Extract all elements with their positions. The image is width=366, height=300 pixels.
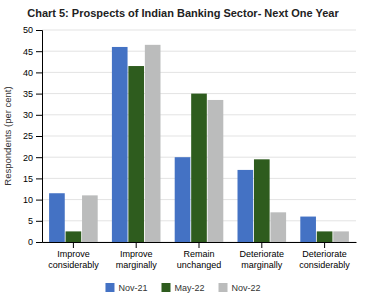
legend-swatch [161, 283, 170, 292]
y-tick-mark [36, 115, 42, 116]
x-tick-mark [199, 242, 200, 248]
x-tick-label: Improveconsiderably [48, 249, 99, 269]
x-tick: Deteriorateconsiderably [299, 242, 350, 270]
grid-line [42, 51, 356, 52]
bar-series [49, 47, 316, 242]
bar [49, 193, 65, 242]
x-tick-mark [261, 242, 262, 248]
y-tick-label: 0 [28, 237, 33, 247]
grid-line [42, 72, 356, 73]
y-tick: 15 [23, 174, 42, 184]
y-tick-mark [36, 242, 42, 243]
y-tick-mark [36, 178, 42, 179]
y-tick: 50 [23, 25, 42, 35]
y-tick-mark [36, 200, 42, 201]
x-axis: ImproveconsiderablyImprovemarginallyRema… [43, 242, 357, 270]
x-tick-label-line: Remain [183, 249, 214, 259]
x-tick-label-line: marginally [116, 260, 158, 270]
legend-label: Nov-22 [232, 283, 261, 293]
bar [191, 94, 207, 242]
legend-swatch [105, 283, 114, 292]
y-tick-mark [36, 72, 42, 73]
y-tick: 5 [28, 216, 42, 226]
y-tick-label: 40 [23, 68, 33, 78]
y-tick-mark [36, 136, 42, 137]
x-tick-mark [136, 242, 137, 248]
x-tick-label-line: Improve [57, 249, 90, 259]
x-tick-label-line: unchanged [177, 260, 222, 270]
x-tick: Remainunchanged [177, 242, 222, 270]
x-tick-label: Deterioratemarginally [240, 249, 285, 269]
bar [66, 231, 82, 242]
y-tick-label: 20 [23, 153, 33, 163]
y-tick: 0 [28, 237, 42, 247]
bar [333, 231, 349, 242]
y-tick-label: 5 [28, 216, 33, 226]
grid [42, 30, 356, 242]
x-tick-mark [324, 242, 325, 248]
x-tick-label: Remainunchanged [177, 249, 222, 269]
y-axis-line [36, 31, 43, 243]
x-tick: Deterioratemarginally [240, 242, 285, 270]
chart-container: Chart 5: Prospects of Indian Banking Sec… [0, 0, 366, 300]
x-tick-label-line: considerably [48, 260, 99, 270]
x-tick-label-line: marginally [241, 260, 283, 270]
bars [49, 45, 349, 242]
legend-item: Nov-22 [219, 283, 261, 293]
y-tick-label: 35 [23, 89, 33, 99]
bar [82, 195, 98, 242]
y-tick: 35 [23, 89, 42, 99]
x-tick-mark [73, 242, 74, 248]
y-tick: 30 [23, 110, 42, 120]
y-tick-label: 45 [23, 47, 33, 57]
y-tick: 10 [23, 195, 42, 205]
y-tick-label: 25 [23, 131, 33, 141]
legend-label: May-22 [174, 283, 204, 293]
bar [175, 157, 191, 242]
y-tick: 25 [23, 131, 42, 141]
legend-swatch [219, 283, 228, 292]
y-axis: 0 5 10 15 20 25 30 35 40 45 50 [23, 25, 43, 247]
chart-title: Chart 5: Prospects of Indian Banking Sec… [27, 7, 339, 19]
x-tick-label-line: Improve [120, 249, 153, 259]
y-tick-label: 50 [23, 25, 33, 35]
chart-svg: Chart 5: Prospects of Indian Banking Sec… [0, 0, 366, 300]
y-tick-mark [36, 94, 42, 95]
bar-series [66, 66, 333, 242]
x-tick: Improveconsiderably [48, 242, 99, 270]
x-tick-label-line: Deteriorate [302, 249, 347, 259]
bar [128, 66, 144, 242]
y-tick-mark [36, 51, 42, 52]
y-tick-label: 15 [23, 174, 33, 184]
bar [254, 159, 270, 242]
y-tick-mark [36, 157, 42, 158]
y-tick: 40 [23, 68, 42, 78]
y-tick: 20 [23, 153, 42, 163]
y-axis-title: Respondents (per cent) [2, 86, 13, 185]
x-tick: Improvemarginally [116, 242, 158, 270]
legend-item: Nov-21 [105, 283, 147, 293]
x-tick-label: Improvemarginally [116, 249, 158, 269]
bar [317, 231, 333, 242]
grid-line [42, 30, 356, 31]
bar [145, 45, 161, 242]
y-tick-mark [36, 221, 42, 222]
y-tick-label: 30 [23, 110, 33, 120]
bar [208, 100, 224, 242]
plot-area: 05101520253035404550ImproveconsiderablyI… [23, 25, 357, 269]
bar [300, 217, 316, 242]
y-tick-mark [36, 30, 42, 31]
x-tick-label-line: Deteriorate [240, 249, 285, 259]
legend-label: Nov-21 [118, 283, 147, 293]
y-tick: 45 [23, 47, 42, 57]
legend: Nov-21 May-22 Nov-22 [105, 283, 260, 293]
y-tick-label: 10 [23, 195, 33, 205]
bar-series [82, 45, 349, 242]
bar [270, 212, 286, 242]
bar [112, 47, 128, 242]
x-tick-label: Deteriorateconsiderably [299, 249, 350, 269]
legend-item: May-22 [161, 283, 204, 293]
x-tick-label-line: considerably [299, 260, 350, 270]
bar [238, 170, 254, 242]
